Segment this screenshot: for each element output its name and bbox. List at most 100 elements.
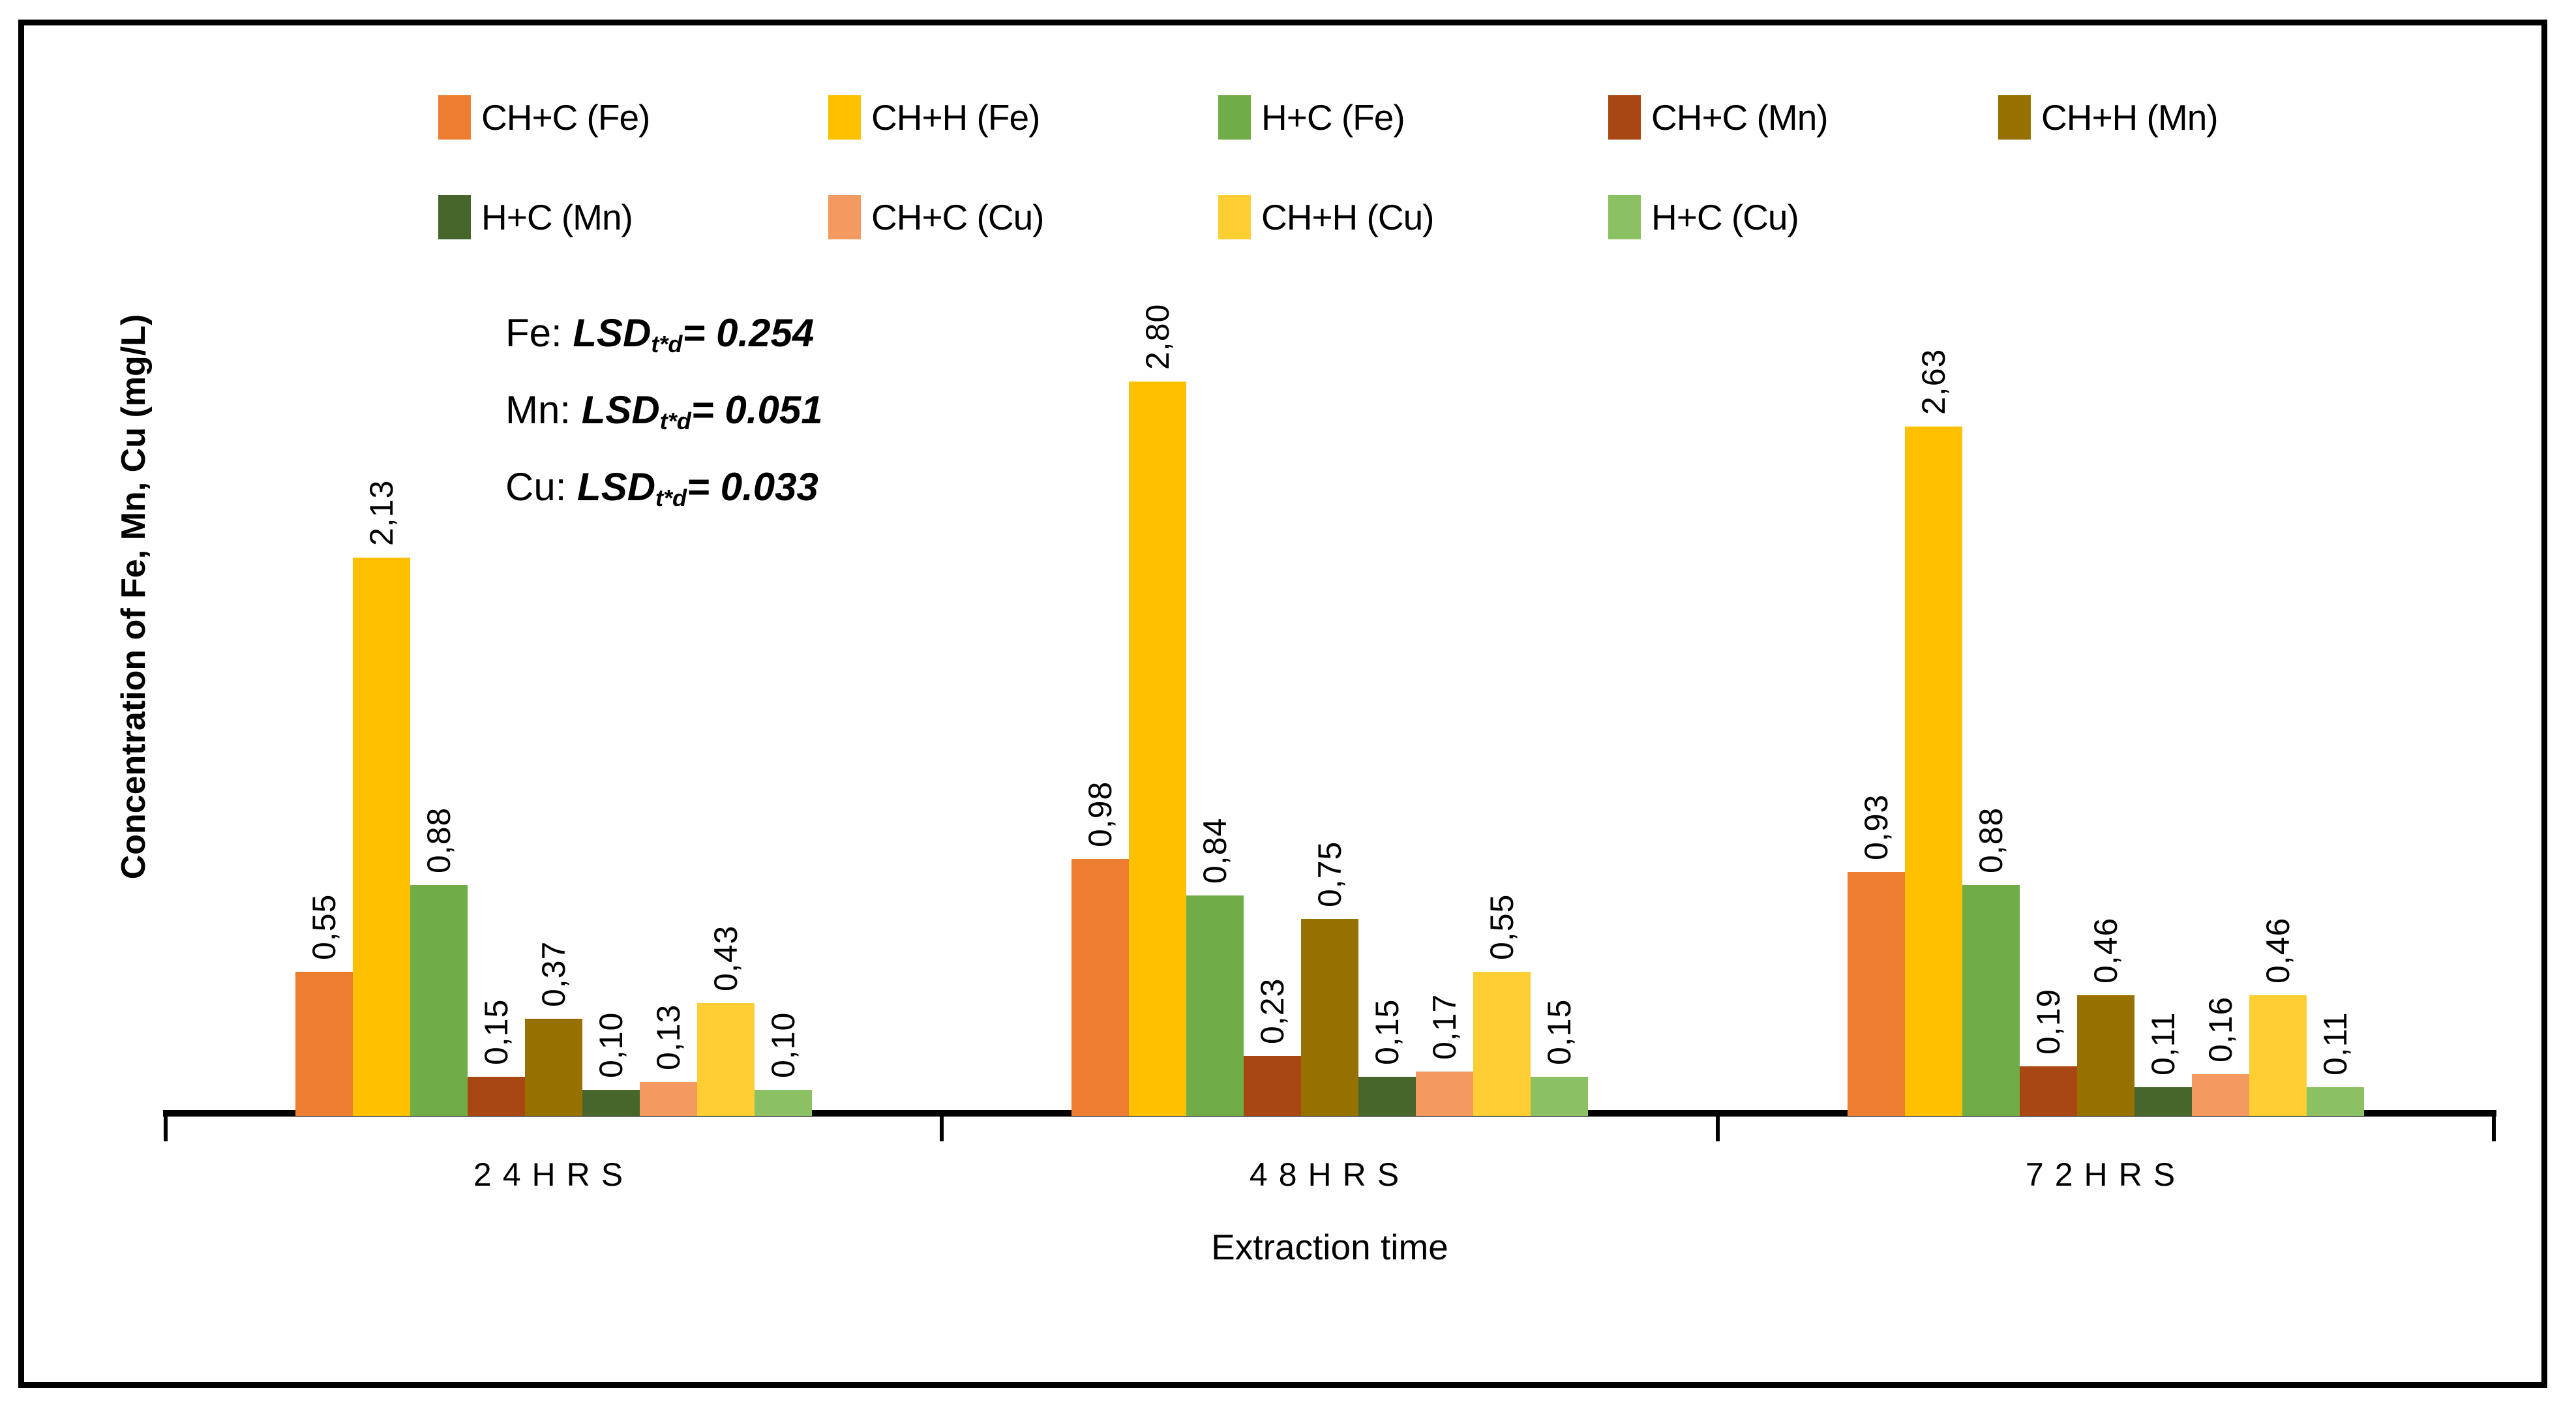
bar (755, 1090, 812, 1116)
lsd-element-label: Cu: (505, 465, 567, 509)
bar-value-label: 0,11 (2317, 1012, 2354, 1075)
bar (1129, 382, 1186, 1116)
bar-value-label: 0,13 (650, 1004, 687, 1070)
bar (295, 972, 353, 1116)
bar (697, 1003, 755, 1116)
bar-value-label: 0,19 (2030, 988, 2067, 1055)
bar (1244, 1056, 1301, 1116)
bar (1531, 1077, 1588, 1116)
lsd-stat-label: LSD (571, 388, 660, 432)
legend-item-label: CH+H (Fe) (871, 97, 1040, 138)
bar (1416, 1072, 1473, 1116)
legend-item: CH+H (Fe) (828, 91, 1040, 143)
legend-item-label: CH+H (Mn) (2041, 97, 2219, 138)
bar-value-label: 2,63 (1915, 348, 1952, 415)
bar-value-label: 0,84 (1197, 817, 1233, 884)
legend-item-label: H+C (Fe) (1261, 97, 1405, 138)
legend-swatch (1608, 95, 1641, 140)
bar-value-label: 0,15 (1541, 999, 1578, 1065)
bar-value-label: 0,75 (1311, 841, 1348, 907)
x-axis-tick (2492, 1117, 2496, 1141)
bar-value-label: 0,15 (1369, 999, 1405, 1065)
x-axis-tick (164, 1117, 168, 1141)
bar (1358, 1077, 1416, 1116)
lsd-subscript: t*d (651, 331, 683, 357)
legend-swatch (828, 95, 861, 140)
bar-value-label: 0,98 (1082, 781, 1118, 847)
legend-item: CH+C (Cu) (828, 191, 1044, 243)
legend-item-label: CH+C (Mn) (1651, 97, 1829, 138)
x-axis-category-label: 48HRS (1249, 1156, 1411, 1193)
lsd-stat-label: LSD (562, 311, 651, 355)
x-axis-tick (1716, 1117, 1720, 1141)
bar (2307, 1087, 2364, 1116)
bar (2192, 1074, 2249, 1116)
bar (1473, 972, 1531, 1116)
bar-value-label: 2,13 (363, 479, 400, 546)
bar (582, 1090, 640, 1116)
x-axis-category-label: 72HRS (2025, 1156, 2187, 1193)
bar-value-label: 0,10 (593, 1012, 629, 1078)
bar (468, 1077, 525, 1116)
legend-item-label: CH+C (Cu) (871, 197, 1044, 237)
legend-item-label: CH+H (Cu) (1261, 197, 1434, 237)
bar (2077, 995, 2134, 1116)
lsd-element-label: Fe: (505, 311, 562, 355)
bar-value-label: 0,11 (2145, 1012, 2181, 1075)
bar (1848, 872, 1905, 1116)
bar (1301, 919, 1358, 1116)
legend-item: CH+H (Mn) (1998, 91, 2219, 143)
lsd-element-label: Mn: (505, 388, 571, 432)
lsd-value: = 0.254 (682, 311, 815, 355)
bar (1186, 895, 1244, 1116)
x-axis-category-label: 24HRS (473, 1156, 635, 1193)
legend-item: H+C (Mn) (438, 191, 633, 243)
lsd-subscript: t*d (655, 485, 687, 511)
lsd-annotation-line: Mn: LSDt*d= 0.051 (505, 372, 823, 449)
bar (1905, 427, 1962, 1116)
bar-value-label: 0,93 (1858, 794, 1895, 860)
bar-value-label: 0,88 (1973, 807, 2009, 873)
bar-value-label: 0,23 (1254, 978, 1291, 1044)
bar-value-label: 0,55 (1484, 894, 1520, 960)
bar (640, 1082, 697, 1116)
bar-value-label: 0,43 (708, 925, 744, 991)
bar-value-label: 0,10 (765, 1012, 801, 1078)
lsd-annotation-line: Cu: LSDt*d= 0.033 (505, 449, 823, 526)
bar (1071, 859, 1129, 1116)
lsd-value: = 0.051 (691, 388, 823, 432)
bar (410, 885, 468, 1116)
lsd-value: = 0.033 (687, 465, 818, 509)
legend-swatch (1218, 95, 1251, 140)
legend-swatch (438, 95, 471, 140)
legend-swatch (438, 195, 471, 239)
bar-value-label: 2,80 (1139, 303, 1176, 370)
legend-item: CH+C (Mn) (1608, 91, 1829, 143)
lsd-annotations: Fe: LSDt*d= 0.254 Mn: LSDt*d= 0.051 Cu: LS… (505, 295, 823, 526)
legend-swatch (828, 195, 861, 239)
bar (525, 1019, 582, 1116)
bar-value-label: 0,37 (535, 940, 572, 1007)
legend-swatch (1998, 95, 2031, 140)
bar-value-label: 0,88 (421, 807, 457, 873)
legend-item: CH+C (Fe) (438, 91, 650, 143)
chart-border (18, 20, 2547, 1388)
legend-item: H+C (Cu) (1608, 191, 1799, 243)
legend-item-label: CH+C (Fe) (481, 97, 650, 138)
x-axis-tick (940, 1117, 944, 1141)
bar (2249, 995, 2307, 1116)
legend-item-label: H+C (Mn) (481, 197, 633, 237)
bar-value-label: 0,46 (2088, 917, 2124, 984)
y-axis-title: Concentration of Fe, Mn, Cu (mg/L) (115, 314, 153, 880)
bar-value-label: 0,55 (306, 894, 342, 960)
lsd-subscript: t*d (659, 408, 691, 434)
legend-item-label: H+C (Cu) (1651, 197, 1799, 237)
bar (2134, 1087, 2192, 1116)
x-axis-title: Extraction time (1211, 1227, 1448, 1267)
bar-value-label: 0,17 (1426, 993, 1463, 1060)
legend-swatch (1608, 195, 1641, 239)
legend-swatch (1218, 195, 1251, 239)
bar (353, 558, 410, 1116)
bar-value-label: 0,46 (2260, 917, 2296, 984)
